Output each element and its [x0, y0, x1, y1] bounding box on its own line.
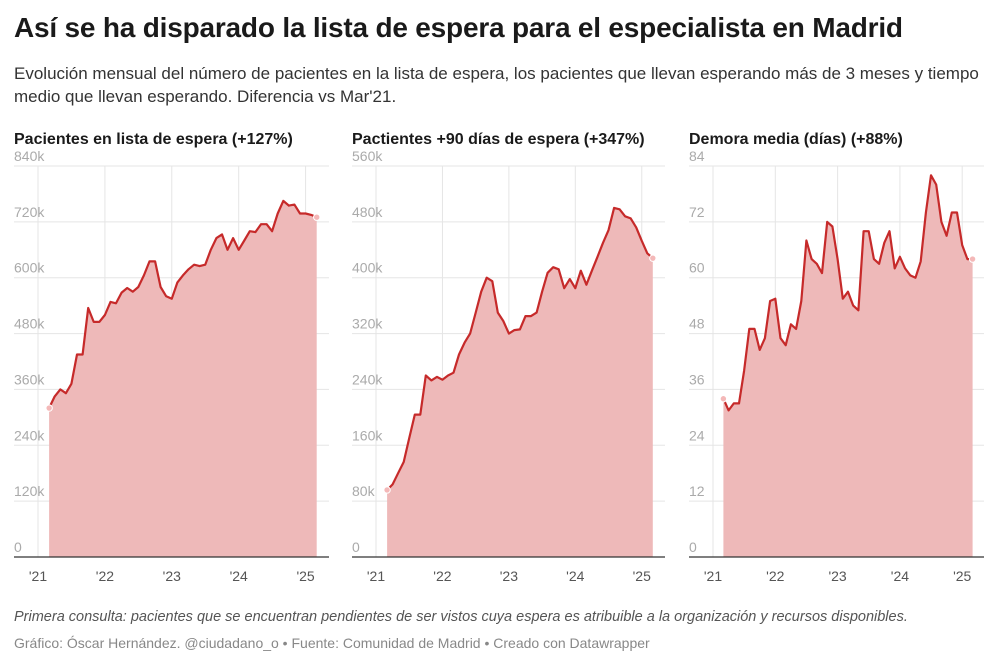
y-tick-label: 360k [14, 371, 45, 387]
y-tick-label: 72 [689, 204, 705, 220]
end-point [313, 213, 321, 221]
series-area [387, 207, 653, 557]
x-tick-label: '25 [296, 568, 314, 584]
x-tick-label: '22 [433, 568, 451, 584]
y-tick-label: 400k [352, 260, 383, 276]
footnote: Primera consulta: pacientes que se encue… [14, 609, 908, 625]
y-tick-label: 0 [14, 539, 22, 555]
chart-subtitle: Evolución mensual del número de paciente… [14, 64, 979, 106]
panel-title-over-90-days: Pactientes +90 días de espera (+347%) [352, 131, 645, 148]
y-tick-label: 12 [689, 483, 705, 499]
series-line [722, 174, 973, 412]
y-tick-label: 560k [352, 148, 383, 164]
x-tick-label: '21 [367, 568, 385, 584]
start-point [45, 404, 53, 412]
start-point [719, 395, 728, 403]
y-tick-label: 36 [689, 371, 705, 387]
series-area [49, 200, 317, 557]
y-tick-label: 84 [689, 148, 705, 164]
y-tick-label: 480k [14, 316, 45, 332]
y-tick-label: 24 [689, 427, 705, 443]
y-tick-label: 120k [14, 483, 45, 499]
panel-title-average-delay: Demora media (días) (+88%) [689, 131, 903, 148]
x-tick-label: '24 [566, 568, 584, 584]
x-tick-label: '21 [29, 568, 47, 584]
x-tick-label: '25 [633, 568, 651, 584]
series-line [386, 206, 654, 491]
end-point [968, 255, 977, 263]
start-point [383, 486, 391, 494]
x-tick-label: '22 [766, 568, 784, 584]
x-tick-label: '23 [500, 568, 518, 584]
credit-line: Gráfico: Óscar Hernández. @ciudadano_o •… [14, 635, 650, 651]
y-tick-label: 48 [689, 316, 705, 332]
y-tick-label: 60 [689, 260, 705, 276]
y-tick-label: 480k [352, 204, 383, 220]
y-tick-label: 0 [689, 539, 697, 555]
y-tick-label: 840k [14, 148, 45, 164]
x-tick-label: '24 [230, 568, 248, 584]
x-tick-label: '25 [953, 568, 971, 584]
y-tick-label: 0 [352, 539, 360, 555]
series-line [48, 199, 318, 409]
end-point [649, 254, 657, 262]
panel-average-delay: 0 12 24 36 48 60 72 84 '21 '22 '23 '24 '25 [689, 148, 984, 584]
y-tick-label: 240k [14, 427, 45, 443]
y-tick-label: 320k [352, 316, 383, 332]
panel-over-90-days: 0 80k 160k 240k 320k 400k 480k 560k '21 '22 '23 '24… [352, 148, 665, 584]
series-area [723, 175, 973, 558]
y-tick-label: 600k [14, 260, 45, 276]
panel-title-patients: Pacientes en lista de espera (+127%) [14, 131, 293, 148]
x-tick-label: '23 [828, 568, 846, 584]
y-tick-label: 240k [352, 371, 383, 387]
x-tick-label: '21 [704, 568, 722, 584]
y-tick-label: 160k [352, 427, 383, 443]
y-tick-label: 80k [352, 483, 376, 499]
y-tick-label: 720k [14, 204, 45, 220]
x-tick-label: '24 [891, 568, 909, 584]
x-tick-label: '22 [96, 568, 114, 584]
panel-patients: 0 120k 240k 360k 480k 600k 720k 840k '21 '22 '23 '2… [14, 148, 329, 584]
chart-title: Así se ha disparado la lista de espera p… [14, 12, 903, 43]
x-tick-label: '23 [163, 568, 181, 584]
